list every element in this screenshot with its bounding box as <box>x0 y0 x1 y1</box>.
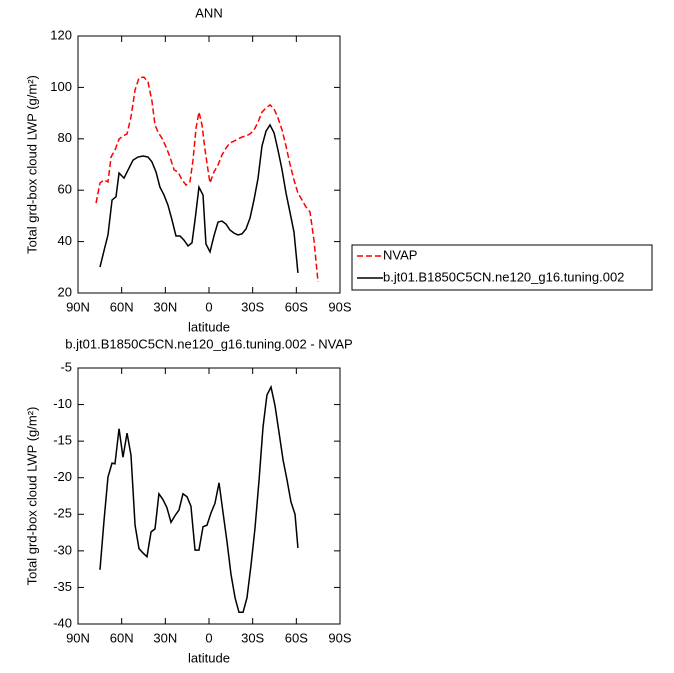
y-tick-label: 80 <box>58 130 72 145</box>
x-tick-label: 0 <box>205 630 212 645</box>
x-tick-label: 90N <box>66 299 90 314</box>
y-tick-label: 100 <box>50 79 72 94</box>
y-tick-label: -10 <box>53 396 72 411</box>
x-axis-label: latitude <box>188 650 230 665</box>
legend-label: b.jt01.B1850C5CN.ne120_g16.tuning.002 <box>383 269 624 284</box>
y-tick-label: -25 <box>53 506 72 521</box>
y-tick-label: -40 <box>53 615 72 630</box>
series-line <box>99 384 299 614</box>
x-tick-label: 60S <box>285 630 308 645</box>
y-tick-label: -35 <box>53 579 72 594</box>
x-tick-label: 30S <box>241 299 264 314</box>
x-tick-label: 90S <box>328 630 351 645</box>
x-tick-label: 90N <box>66 630 90 645</box>
y-axis-label: Total grd-box cloud LWP (g/m²) <box>24 407 39 586</box>
y-tick-label: 40 <box>58 233 72 248</box>
y-tick-label: 120 <box>50 27 72 42</box>
y-tick-label: 20 <box>58 284 72 299</box>
x-tick-label: 30N <box>153 630 177 645</box>
y-tick-label: 60 <box>58 182 72 197</box>
chart-title: ANN <box>195 5 222 20</box>
x-tick-label: 60N <box>110 299 134 314</box>
x-tick-label: 30N <box>153 299 177 314</box>
x-tick-label: 0 <box>205 299 212 314</box>
chart-title: b.jt01.B1850C5CN.ne120_g16.tuning.002 - … <box>65 336 352 351</box>
series-line <box>99 123 299 274</box>
x-axis-label: latitude <box>188 319 230 334</box>
x-tick-label: 60S <box>285 299 308 314</box>
legend-box <box>351 244 653 291</box>
y-tick-label: -15 <box>53 433 72 448</box>
series-line <box>95 76 319 283</box>
legend-label: NVAP <box>383 247 417 262</box>
x-tick-label: 60N <box>110 630 134 645</box>
plot-frame <box>77 35 341 294</box>
y-tick-label: -20 <box>53 469 72 484</box>
x-tick-label: 90S <box>328 299 351 314</box>
plot-frame <box>77 367 341 625</box>
y-tick-label: -30 <box>53 542 72 557</box>
y-axis-label: Total grd-box cloud LWP (g/m²) <box>24 75 39 254</box>
y-tick-label: -5 <box>60 359 72 374</box>
x-tick-label: 30S <box>241 630 264 645</box>
